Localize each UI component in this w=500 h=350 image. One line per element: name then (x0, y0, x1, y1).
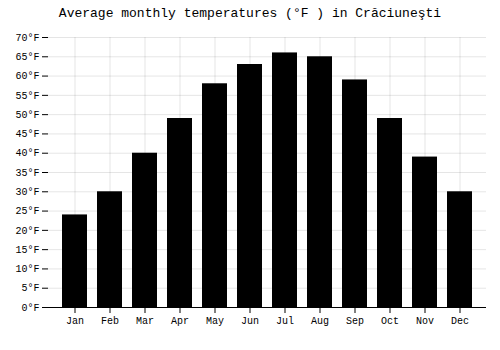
svg-text:35°F: 35°F (15, 168, 39, 179)
svg-text:55°F: 55°F (15, 91, 39, 102)
svg-text:20°F: 20°F (15, 226, 39, 237)
svg-text:0°F: 0°F (21, 303, 39, 314)
svg-text:5°F: 5°F (21, 283, 39, 294)
svg-text:65°F: 65°F (15, 52, 39, 63)
html-text:Average monthly temperatures (: Average monthly temperatures (°F ) in Cr… (58, 6, 442, 21)
svg-text:70°F: 70°F (15, 33, 39, 44)
svg-text:15°F: 15°F (15, 245, 39, 256)
svg-text:Dec: Dec (451, 316, 469, 327)
svg-text:Sep: Sep (346, 316, 364, 327)
svg-text:60°F: 60°F (15, 71, 39, 82)
svg-text:10°F: 10°F (15, 264, 39, 275)
svg-text:Jun: Jun (241, 316, 259, 327)
svg-text:Feb: Feb (101, 316, 119, 327)
svg-text:Apr: Apr (171, 316, 189, 327)
svg-text:Nov: Nov (416, 316, 434, 327)
svg-text:Oct: Oct (381, 316, 399, 327)
svg-text:May: May (206, 316, 224, 327)
svg-text:40°F: 40°F (15, 148, 39, 159)
svg-text:50°F: 50°F (15, 110, 39, 121)
svg-text:Aug: Aug (311, 316, 329, 327)
svg-text:Jan: Jan (66, 316, 84, 327)
svg-text:30°F: 30°F (15, 187, 39, 198)
svg-text:45°F: 45°F (15, 129, 39, 140)
svg-text:Mar: Mar (136, 316, 154, 327)
svg-text:Jul: Jul (276, 316, 294, 327)
svg-text:25°F: 25°F (15, 206, 39, 217)
